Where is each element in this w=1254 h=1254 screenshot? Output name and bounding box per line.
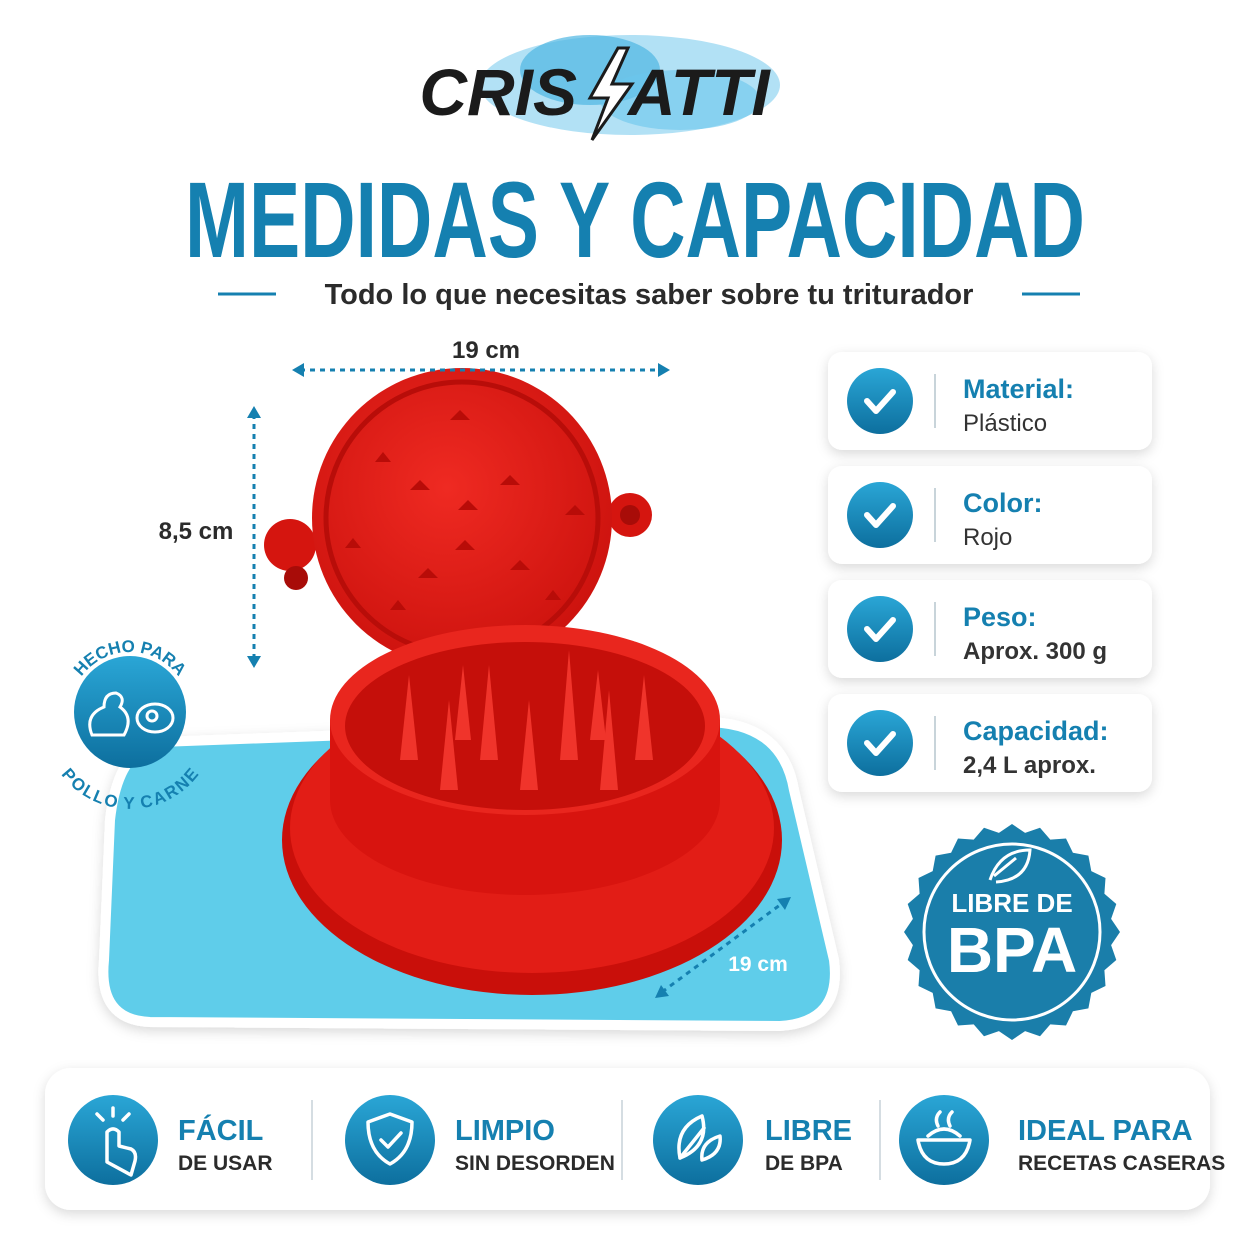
feature-title: LIMPIO <box>455 1115 555 1147</box>
height-label: 8,5 cm <box>159 518 234 545</box>
features: FÁCIL DE USAR LIMPIO SIN DESORDEN LIBRE DE BP… <box>68 1095 1225 1185</box>
check-icon <box>847 482 913 548</box>
logo-bolt <box>587 46 635 141</box>
width-label: 19 cm <box>452 337 520 364</box>
spec-value: 2,4 L aprox. <box>963 752 1096 779</box>
check-mark <box>864 617 896 642</box>
logo: CRIS ATTI <box>419 35 780 141</box>
check-mark <box>864 389 896 414</box>
depth-label: 19 cm <box>728 953 788 976</box>
spec-label: Capacidad: <box>963 716 1109 746</box>
spec-value: Plástico <box>963 410 1047 437</box>
feature-text: SIN DESORDEN <box>455 1152 615 1175</box>
spec-label: Peso: <box>963 602 1037 632</box>
title: MEDIDAS Y CAPACIDAD <box>185 159 1085 280</box>
check-mark <box>864 731 896 756</box>
spec-label: Material: <box>963 374 1074 404</box>
seal-line1: LIBRE DE <box>951 888 1072 918</box>
brand-right: ATTI <box>626 55 771 129</box>
spec-card <box>828 352 1152 450</box>
product <box>98 368 840 1032</box>
spec-label: Color: <box>963 488 1042 518</box>
feature-glyph <box>916 1110 972 1166</box>
dimensions <box>247 363 791 998</box>
feature-glyph <box>95 1106 138 1177</box>
seal-line2: BPA <box>947 914 1077 986</box>
spec-card <box>828 694 1152 792</box>
check-icon <box>847 368 913 434</box>
feature-title: FÁCIL <box>178 1113 263 1147</box>
feature-text: DE USAR <box>178 1152 273 1175</box>
feature-text: DE BPA <box>765 1152 843 1175</box>
check-icon <box>847 710 913 776</box>
spec-value: Rojo <box>963 524 1012 551</box>
bpa-seal: LIBRE DE BPA <box>904 824 1120 1040</box>
spec-card <box>828 580 1152 678</box>
feature-glyph <box>366 1112 414 1166</box>
feature-icon <box>653 1095 743 1185</box>
feature-text: RECETAS CASERAS <box>1018 1152 1225 1175</box>
check-icon <box>847 596 913 662</box>
feature-glyph <box>677 1114 722 1162</box>
feature-icon <box>345 1095 435 1185</box>
spec-value: Aprox. 300 g <box>963 638 1107 665</box>
check-mark <box>864 503 896 528</box>
brand-left: CRIS <box>419 55 577 129</box>
feature-title: IDEAL PARA <box>1018 1115 1193 1147</box>
spec-cards: Material: Plástico Color: Rojo Peso: Aprox. 3… <box>828 352 1152 792</box>
feature-title: LIBRE <box>765 1115 852 1147</box>
spec-card <box>828 466 1152 564</box>
subtitle: Todo lo que necesitas saber sobre tu tri… <box>325 279 974 311</box>
